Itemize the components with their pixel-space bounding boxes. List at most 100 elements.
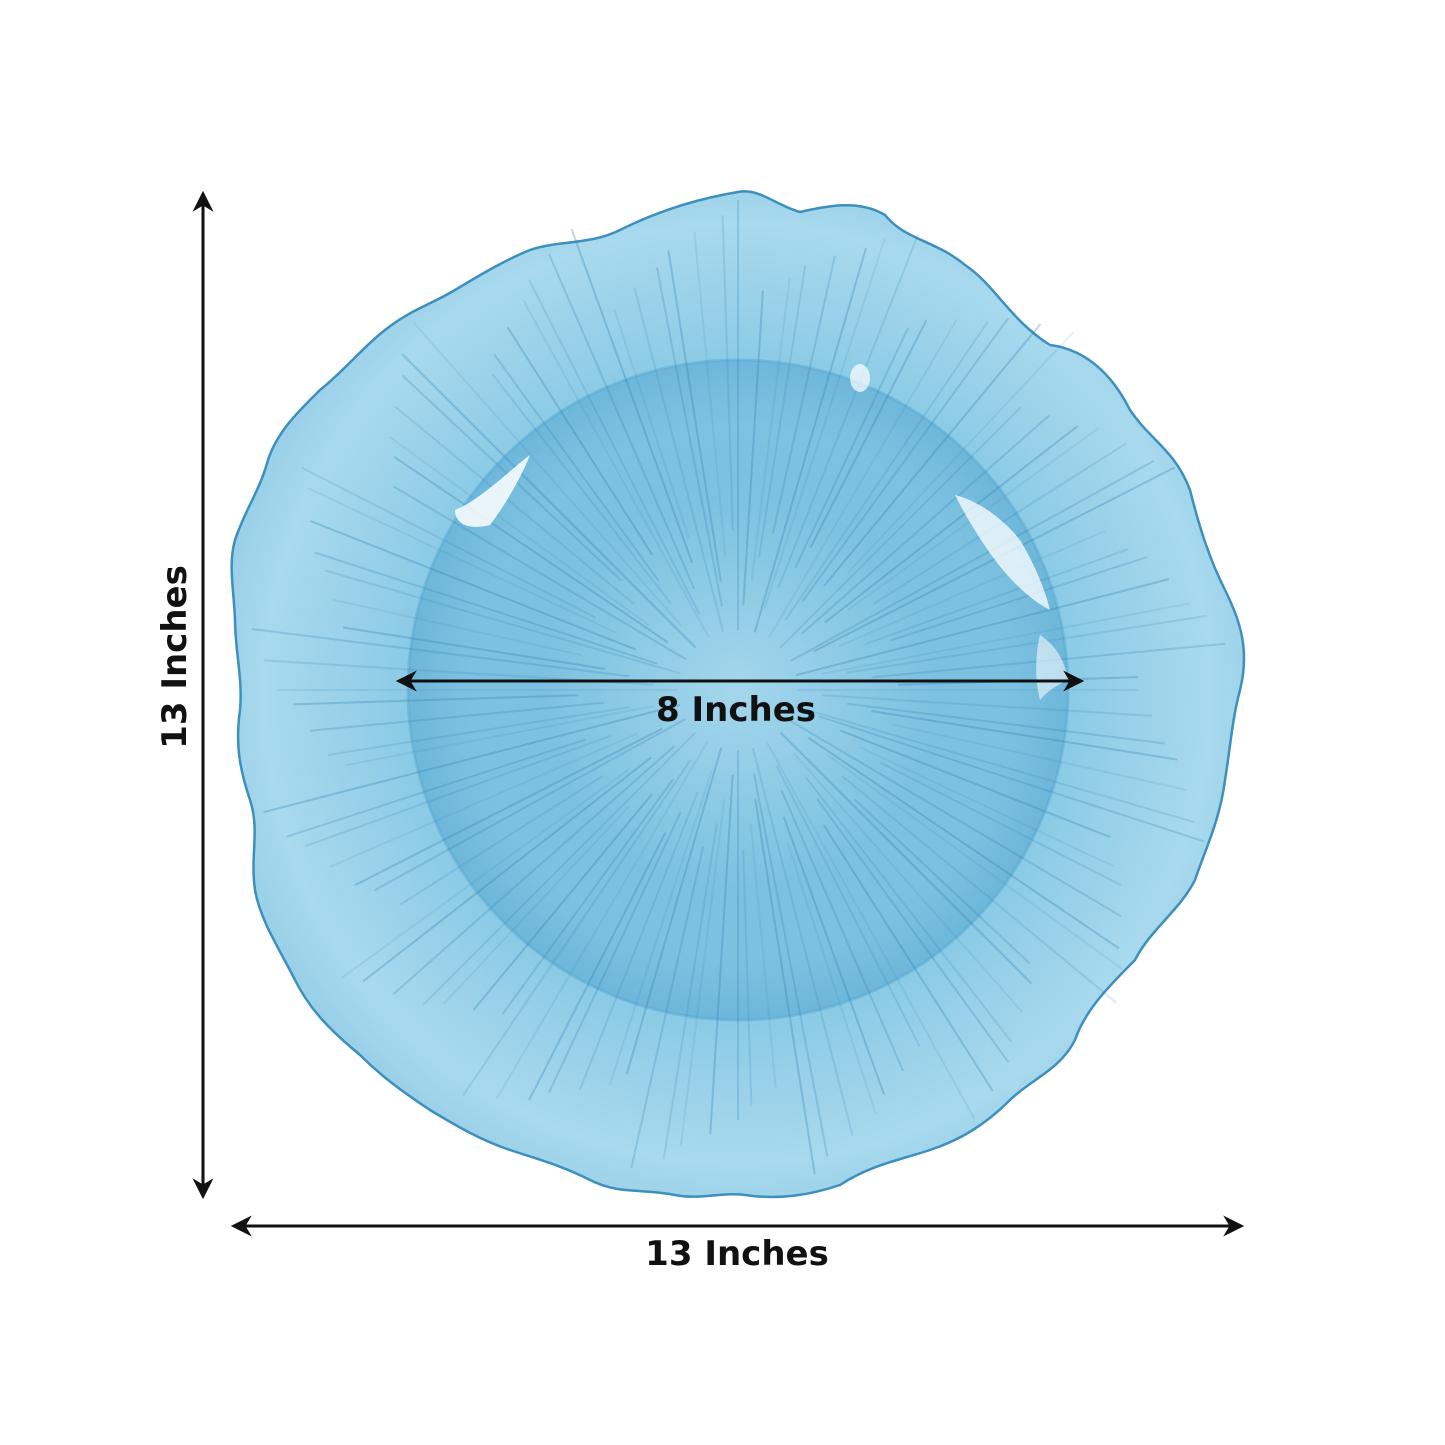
texture-ray	[304, 734, 612, 848]
texture-ray	[779, 731, 1033, 985]
texture-ray	[789, 719, 1122, 918]
texture-ray	[263, 703, 681, 814]
texture-ray	[822, 694, 1153, 717]
texture-ray	[721, 215, 734, 531]
texture-ray	[578, 791, 699, 1091]
texture-ray	[880, 761, 1122, 887]
texture-ray	[399, 774, 604, 906]
texture-ray	[570, 228, 694, 564]
texture-ray	[300, 466, 596, 619]
texture-ray	[763, 237, 886, 610]
texture-ray	[795, 578, 1170, 677]
width-label: 13 Inches	[645, 1234, 829, 1274]
texture-ray	[709, 774, 734, 1135]
texture-ray	[786, 841, 877, 1114]
texture-ray	[742, 290, 764, 606]
texture-ray	[824, 425, 1079, 624]
texture-ray	[354, 727, 663, 887]
texture-ray	[307, 487, 617, 634]
texture-ray	[693, 232, 727, 556]
texture-ray	[548, 253, 696, 590]
texture-ray	[285, 738, 587, 838]
texture-ray	[742, 849, 753, 1105]
texture-ray	[362, 756, 652, 983]
texture-ray	[656, 267, 723, 607]
texture-ray	[766, 742, 976, 1120]
glare-right	[955, 495, 1050, 610]
texture-ray	[393, 456, 669, 644]
texture-ray	[528, 832, 667, 1101]
texture-ray	[251, 628, 630, 678]
texture-ray	[625, 747, 723, 1075]
texture-ray	[767, 319, 958, 639]
texture-ray	[871, 710, 1178, 761]
texture-ray	[823, 323, 1042, 587]
texture-ray	[422, 731, 697, 1006]
texture-ray	[813, 466, 1176, 653]
glare-left	[455, 455, 530, 527]
texture-ray	[790, 459, 1155, 662]
texture-ray	[777, 233, 920, 589]
texture-ray	[794, 327, 909, 569]
texture-ray	[324, 569, 681, 675]
texture-ray	[795, 705, 1195, 824]
texture-ray	[775, 765, 921, 1047]
texture-ray	[401, 353, 697, 649]
texture-ray	[780, 790, 904, 1072]
texture-ray	[751, 747, 854, 1136]
texture-ray	[309, 701, 604, 732]
texture-ray	[782, 816, 885, 1095]
texture-ray	[818, 715, 1205, 843]
texture-ray	[547, 811, 682, 1094]
texture-ray	[495, 741, 709, 1100]
texture-ray	[754, 798, 816, 1175]
texture-ray	[784, 321, 989, 621]
texture-ray	[393, 485, 687, 661]
texture-ray	[630, 845, 705, 1169]
texture-ray	[506, 326, 654, 556]
texture-ray	[753, 247, 867, 633]
texture-ray	[667, 250, 722, 582]
texture-ray	[613, 309, 690, 539]
plate-texture	[251, 200, 1226, 1175]
texture-ray	[801, 414, 1050, 635]
texture-ray	[779, 406, 1022, 649]
texture-ray	[329, 732, 638, 868]
texture-ray	[822, 824, 994, 1092]
texture-ray	[826, 753, 1123, 971]
texture-ray	[753, 773, 829, 1157]
texture-ray	[293, 694, 579, 706]
texture-ray	[839, 729, 1111, 839]
texture-ray	[846, 702, 1165, 745]
texture-ray	[893, 723, 1188, 792]
texture-ray	[493, 353, 660, 582]
texture-ray	[309, 519, 637, 651]
texture-ray	[389, 436, 650, 627]
texture-ray	[314, 551, 658, 665]
texture-ray	[608, 770, 713, 1086]
texture-ray	[846, 331, 1074, 574]
texture-ray	[846, 614, 1208, 674]
texture-ray	[801, 317, 1010, 602]
texture-ray	[528, 279, 701, 615]
texture-ray	[633, 287, 725, 633]
texture-ray	[771, 255, 836, 535]
inner-diameter-label: 8 Inches	[655, 690, 817, 730]
texture-ray	[327, 706, 630, 756]
texture-ray	[864, 548, 1129, 646]
texture-ray	[679, 798, 726, 1147]
height-label: 13 Inches	[155, 565, 195, 749]
texture-ray	[758, 265, 807, 557]
texture-ray	[522, 299, 710, 638]
texture-ray	[750, 278, 791, 582]
texture-ray	[854, 798, 1031, 965]
texture-ray	[804, 776, 1012, 1043]
texture-ray	[345, 705, 655, 767]
texture-ray	[793, 753, 1024, 1014]
texture-ray	[443, 806, 630, 1005]
texture-ray	[662, 823, 718, 1160]
texture-ray	[821, 602, 1190, 675]
texture-ray	[413, 321, 683, 627]
